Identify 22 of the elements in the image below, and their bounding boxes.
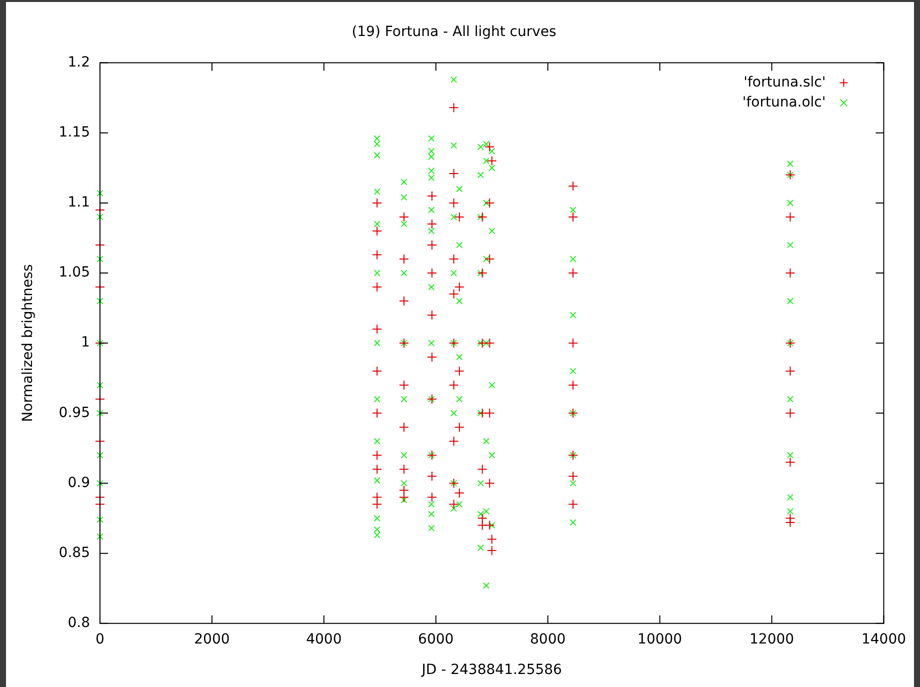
x-tick-label: 14000 <box>861 631 906 648</box>
x-tick-label: 0 <box>96 631 104 648</box>
y-tick-label: 0.95 <box>58 404 90 421</box>
chart-title: (19) Fortuna - All light curves <box>352 24 556 40</box>
y-tick-label: 1.05 <box>58 264 90 281</box>
y-tick-label: 1 <box>81 334 90 351</box>
legend-label: 'fortuna.slc' <box>744 74 826 90</box>
x-tick-label: 4000 <box>306 631 342 648</box>
y-tick-label: 0.9 <box>68 474 90 491</box>
legend-label: 'fortuna.olc' <box>742 94 826 110</box>
y-tick-label: 0.8 <box>68 615 90 632</box>
x-tick-label: 10000 <box>638 631 682 648</box>
y-tick-label: 1.1 <box>68 194 90 211</box>
x-tick-label: 2000 <box>194 631 230 648</box>
y-tick-label: 0.85 <box>58 544 90 561</box>
y-axis-title: Normalized brightness <box>20 264 36 422</box>
x-tick-label: 6000 <box>418 631 454 648</box>
x-axis-title: JD - 2438841.25586 <box>420 662 562 678</box>
y-tick-label: 1.2 <box>68 54 90 70</box>
x-tick-label: 8000 <box>530 631 566 648</box>
x-tick-label: 12000 <box>749 631 794 648</box>
y-tick-label: 1.15 <box>58 124 90 141</box>
